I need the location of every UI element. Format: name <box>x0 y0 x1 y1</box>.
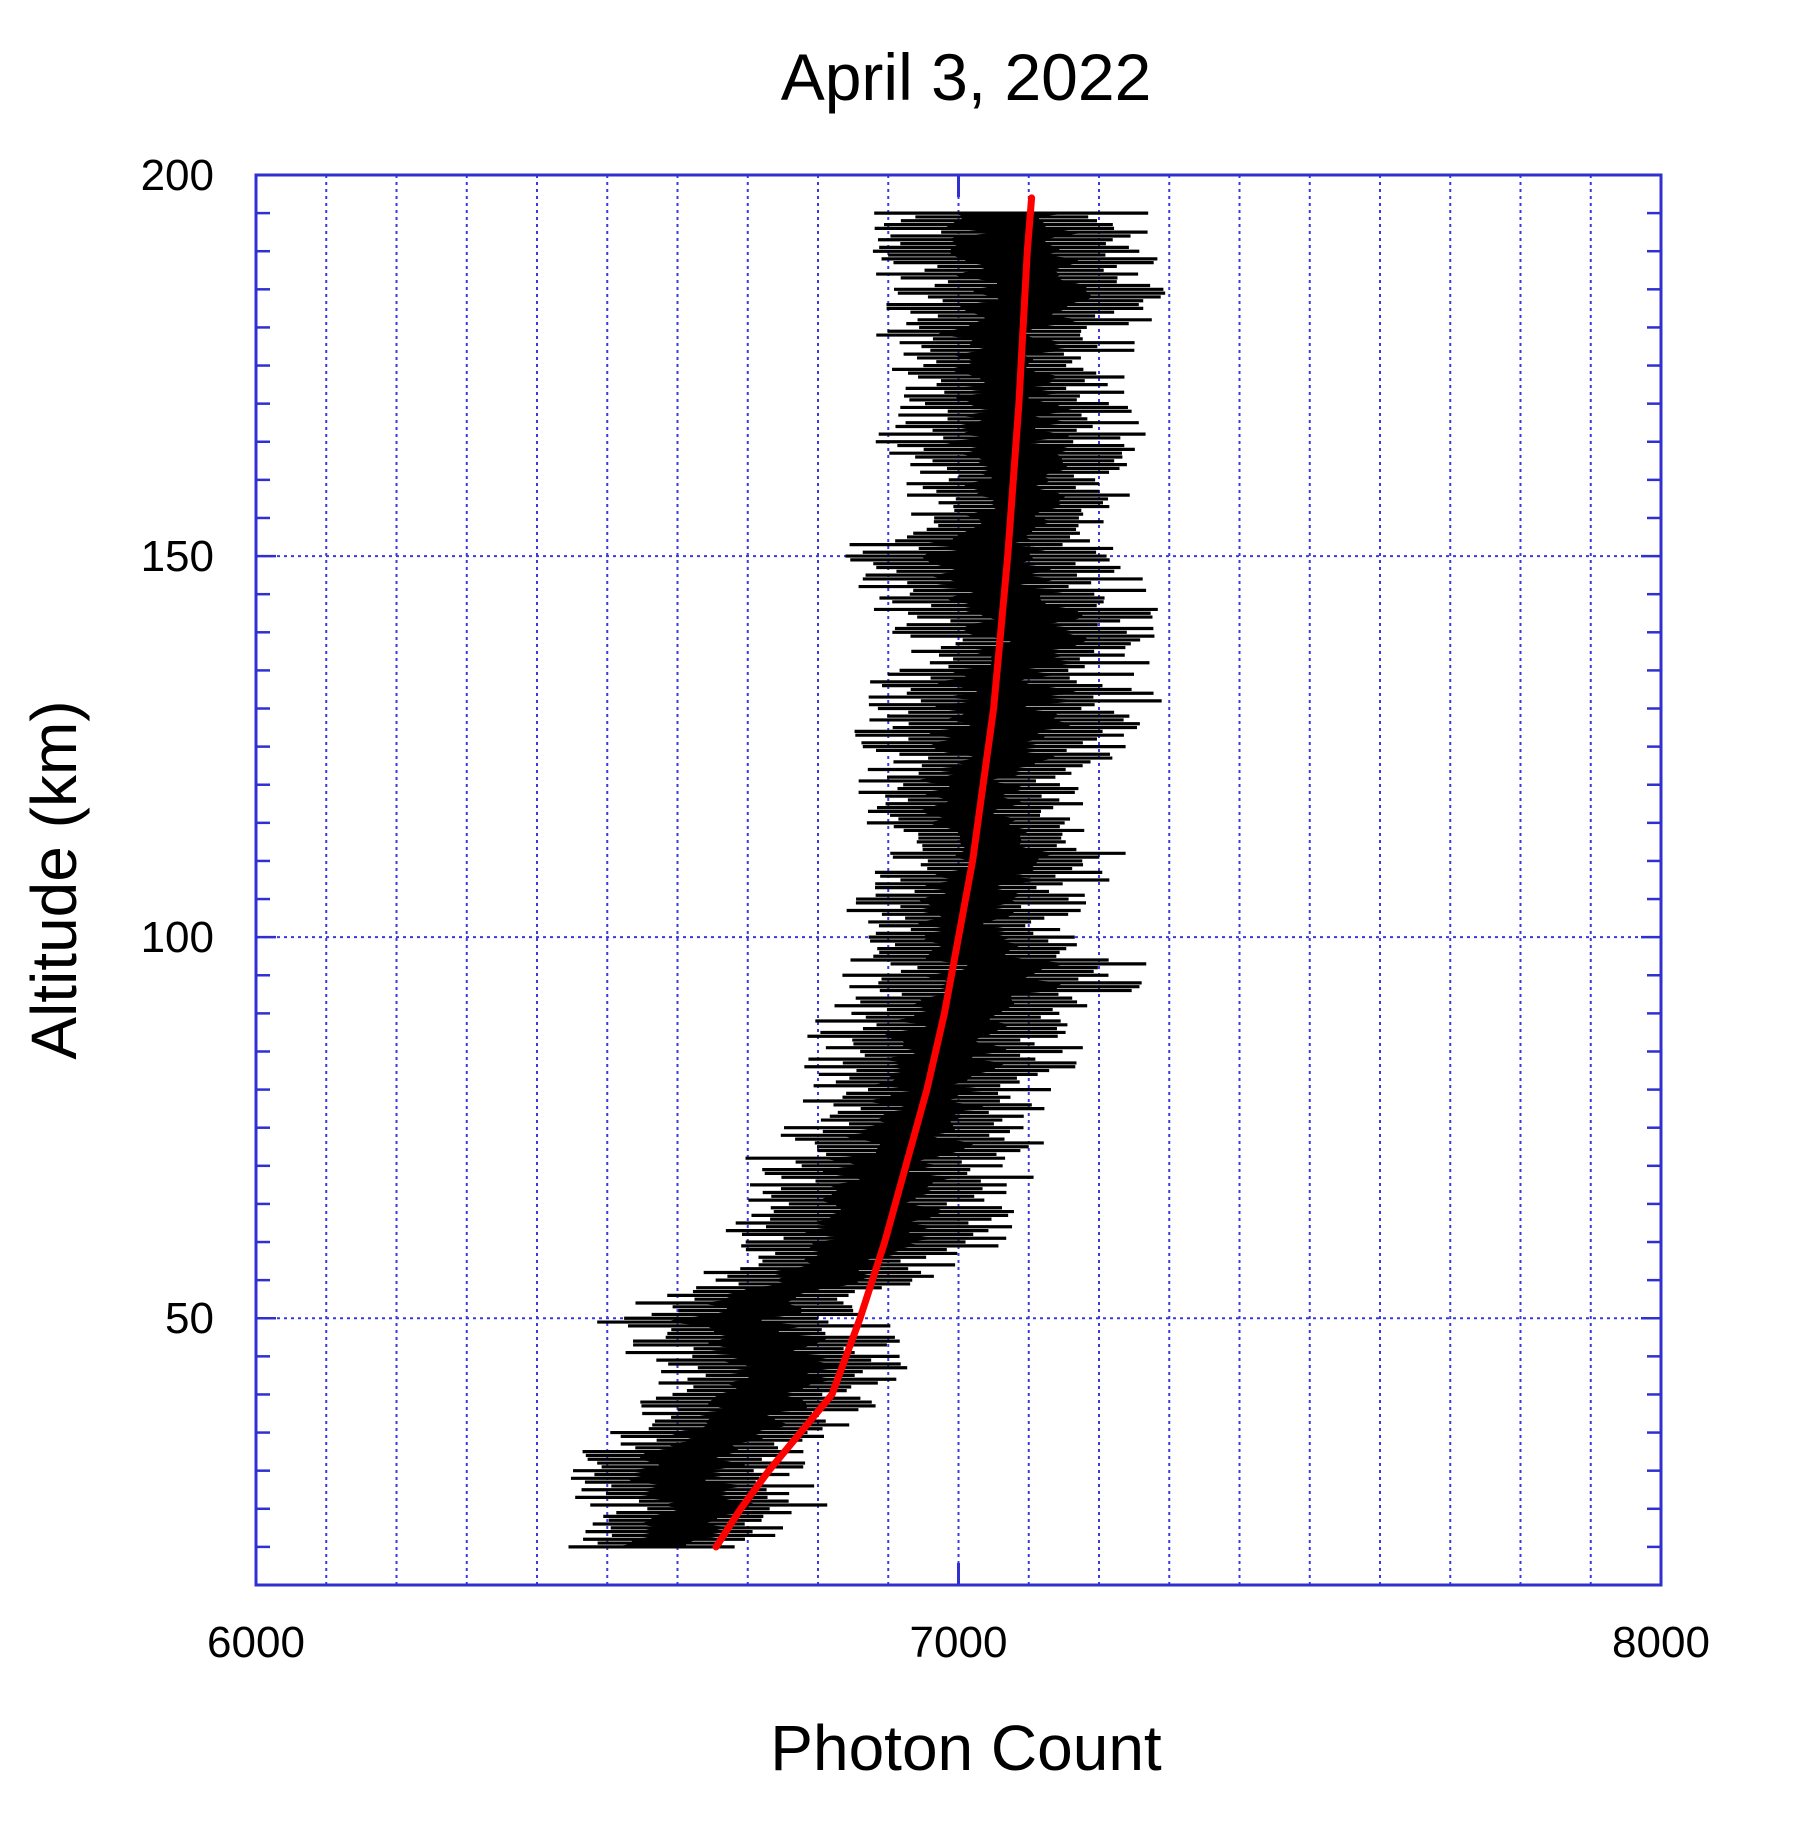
tick-labels: 6000 7000 8000 50 100 150 200 <box>141 151 1710 1667</box>
y-tick-label: 100 <box>141 913 214 962</box>
y-tick-label: 150 <box>141 532 214 581</box>
fit-curve <box>712 194 1036 1551</box>
x-tick-label: 6000 <box>207 1618 305 1667</box>
y-tick-label: 50 <box>165 1294 214 1343</box>
axis-ticks <box>254 175 1663 1585</box>
x-tick-label: 7000 <box>910 1618 1008 1667</box>
measured-envelope <box>616 213 1094 1547</box>
y-tick-label: 200 <box>141 151 214 200</box>
fit-line <box>712 194 1036 1551</box>
x-tick-label: 8000 <box>1612 1618 1710 1667</box>
chart-title: April 3, 2022 <box>781 40 1152 114</box>
measured-profile <box>568 211 1166 1549</box>
x-axis-label: Photon Count <box>770 1712 1162 1784</box>
y-axis-label: Altitude (km) <box>18 700 90 1059</box>
